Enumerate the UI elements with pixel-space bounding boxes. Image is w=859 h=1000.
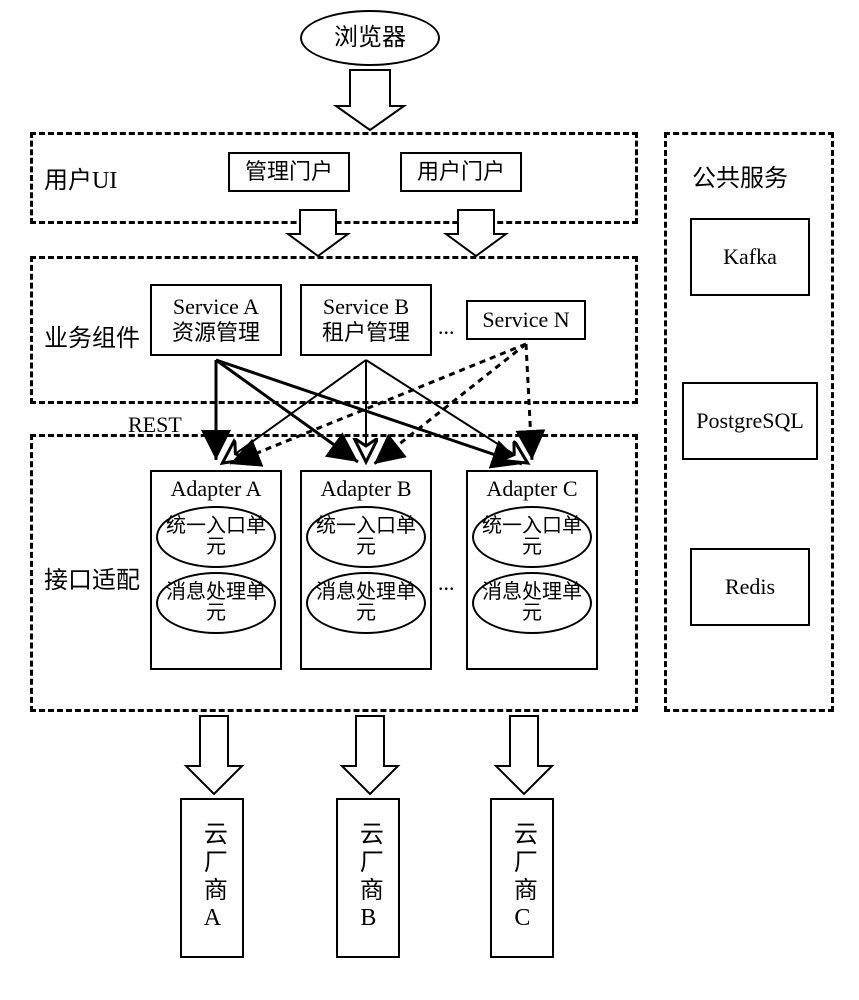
arrow-adapter-to-vendor-c	[496, 716, 552, 794]
mgmt-portal-label: 管理门户	[245, 159, 333, 185]
adapter-a-title: Adapter A	[170, 476, 261, 502]
vendor-b-box: 云厂商B	[336, 798, 400, 958]
public-services-label: 公共服务	[692, 158, 788, 193]
adapter-a-box: Adapter A 统一入口单元 消息处理单元	[150, 470, 282, 670]
service-a-box: Service A 资源管理	[150, 284, 282, 356]
service-b-line1: Service B	[323, 294, 409, 320]
adapter-a-unit1: 统一入口单元	[156, 506, 276, 568]
service-n-line1: Service N	[482, 307, 569, 333]
service-a-line2: 资源管理	[172, 320, 260, 346]
service-a-line1: Service A	[173, 294, 259, 320]
adapter-b-unit2: 消息处理单元	[306, 572, 426, 634]
adapter-c-box: Adapter C 统一入口单元 消息处理单元	[466, 470, 598, 670]
vendor-c-box: 云厂商C	[490, 798, 554, 958]
adapter-b-title: Adapter B	[320, 476, 411, 502]
service-b-line2: 租户管理	[322, 320, 410, 346]
service-n-box: Service N	[466, 300, 586, 340]
biz-panel-label: 业务组件	[44, 318, 140, 353]
arrow-adapter-to-vendor-a	[186, 716, 242, 794]
adapter-b-unit1: 统一入口单元	[306, 506, 426, 568]
biz-ellipsis: ...	[438, 314, 455, 340]
postgresql-box: PostgreSQL	[682, 382, 818, 460]
kafka-box: Kafka	[690, 218, 810, 296]
redis-box: Redis	[690, 548, 810, 626]
arrow-adapter-to-vendor-b	[342, 716, 398, 794]
user-ui-panel-label: 用户UI	[44, 160, 117, 195]
adapter-c-title: Adapter C	[486, 476, 577, 502]
browser-node: 浏览器	[300, 10, 440, 66]
mgmt-portal-box: 管理门户	[228, 152, 350, 192]
adapter-c-unit2: 消息处理单元	[472, 572, 592, 634]
user-portal-label: 用户门户	[417, 159, 505, 185]
service-b-box: Service B 租户管理	[300, 284, 432, 356]
adapter-a-unit2: 消息处理单元	[156, 572, 276, 634]
adapter-panel-label: 接口适配	[44, 560, 140, 595]
vendor-a-box: 云厂商A	[180, 798, 244, 958]
arrow-browser-to-ui	[336, 70, 404, 130]
adapter-c-unit1: 统一入口单元	[472, 506, 592, 568]
adapter-b-box: Adapter B 统一入口单元 消息处理单元	[300, 470, 432, 670]
adapter-ellipsis: ...	[438, 570, 455, 596]
user-portal-box: 用户门户	[400, 152, 522, 192]
browser-label: 浏览器	[334, 24, 406, 53]
